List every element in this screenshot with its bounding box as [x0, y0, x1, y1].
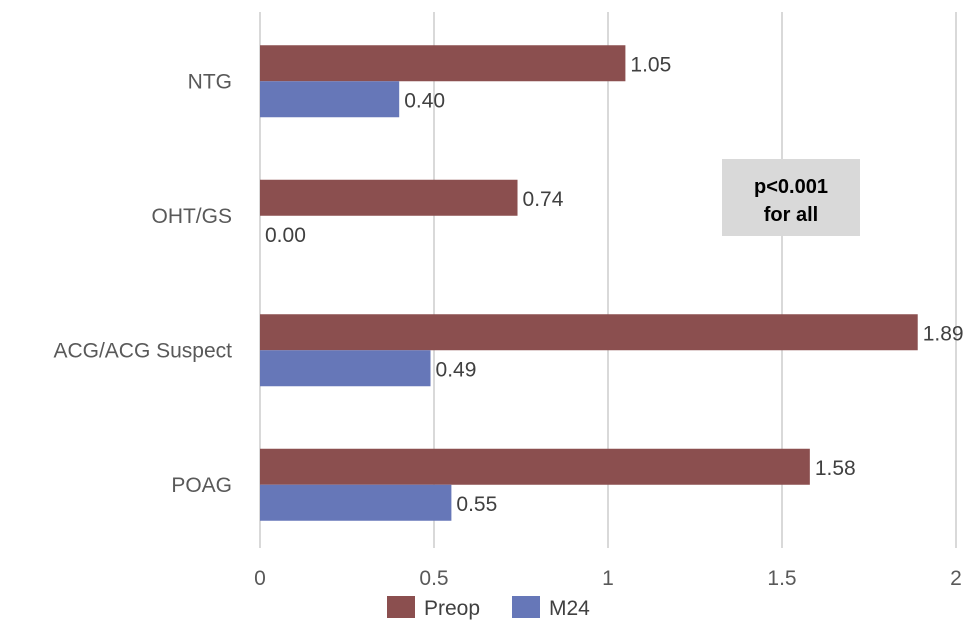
x-tick-label-1: 1: [602, 567, 614, 590]
annotation-line-1: p<0.001: [754, 176, 828, 198]
bar-preop-ntg: [260, 45, 626, 82]
bars: [260, 45, 918, 521]
legend-label-preop: Preop: [424, 597, 480, 620]
category-label-poag: POAG: [171, 474, 232, 497]
value-label-preop-oht-gs: 0.74: [523, 188, 564, 211]
bar-m24-acg-acg-suspect: [260, 350, 431, 387]
legend-swatch-preop: [387, 596, 415, 618]
x-tick-label-2: 2: [950, 567, 962, 590]
x-tick-label-1-5: 1.5: [767, 567, 796, 590]
value-label-preop-acg-acg-suspect: 1.89: [923, 322, 964, 345]
category-label-oht-gs: OHT/GS: [151, 205, 232, 228]
bar-preop-oht-gs: [260, 179, 518, 216]
value-label-preop-ntg: 1.05: [630, 53, 671, 76]
legend: Preop M24: [387, 596, 590, 620]
legend-label-m24: M24: [549, 597, 590, 620]
bar-m24-ntg: [260, 81, 400, 118]
value-label-preop-poag: 1.58: [815, 457, 856, 480]
legend-item-m24: M24: [512, 596, 590, 620]
value-label-m24-poag: 0.55: [456, 493, 497, 516]
value-label-m24-ntg: 0.40: [404, 89, 445, 112]
x-tick-label-0-5: 0.5: [419, 567, 448, 590]
category-label-acg-acg-suspect: ACG/ACG Suspect: [53, 339, 232, 362]
bar-preop-poag: [260, 448, 810, 485]
category-label-ntg: NTG: [188, 70, 232, 93]
value-labels: 1.05 0.40 0.74 0.00 1.89 0.49 1.58 0.55: [265, 53, 964, 516]
x-axis-ticks: 0 0.5 1 1.5 2: [254, 567, 962, 590]
value-label-m24-oht-gs: 0.00: [265, 224, 306, 247]
x-tick-label-0: 0: [254, 567, 266, 590]
legend-swatch-m24: [512, 596, 540, 618]
legend-item-preop: Preop: [387, 596, 480, 620]
annotation-background: [722, 159, 860, 236]
annotation-line-2: for all: [764, 204, 818, 226]
bar-m24-poag: [260, 484, 452, 521]
category-labels: NTG OHT/GS ACG/ACG Suspect POAG: [53, 70, 232, 497]
value-label-m24-acg-acg-suspect: 0.49: [436, 358, 477, 381]
annotation-box: p<0.001 for all: [722, 159, 860, 236]
bar-preop-acg-acg-suspect: [260, 314, 918, 351]
